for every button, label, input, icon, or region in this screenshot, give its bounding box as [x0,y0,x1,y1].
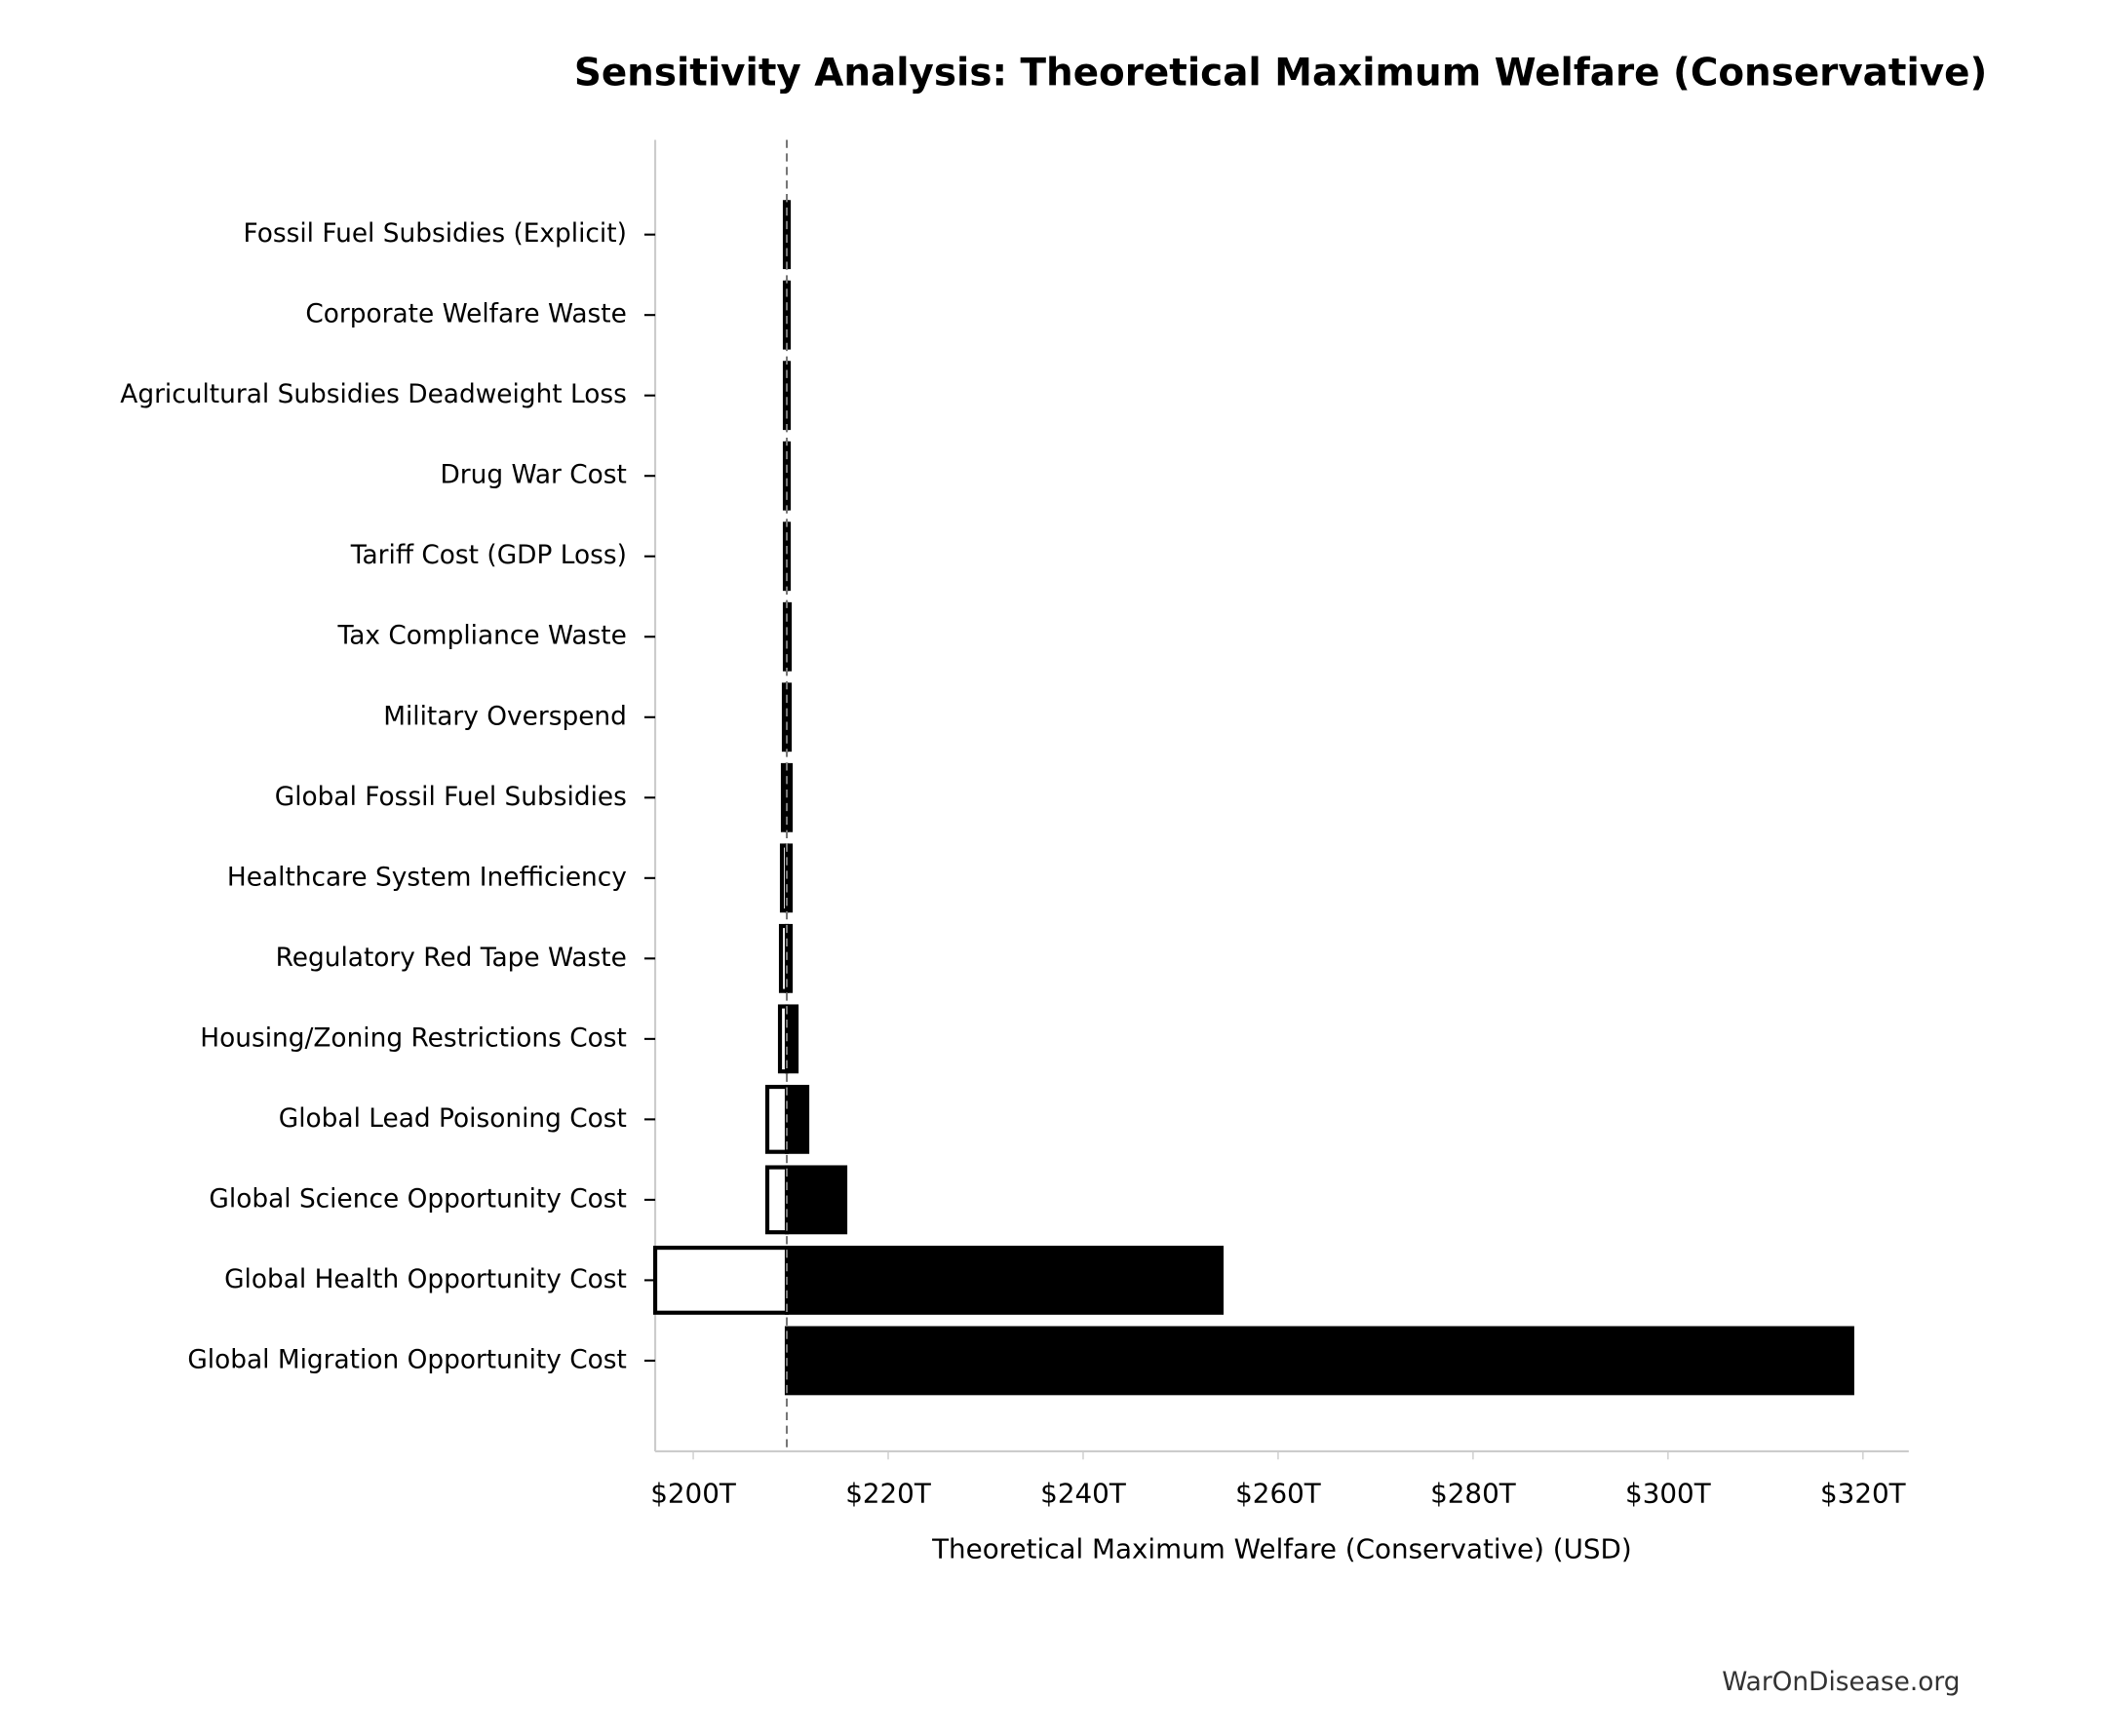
y-tick-label: Tax Compliance Waste [336,622,626,651]
x-tick-label: $320T [1820,1477,1907,1509]
y-tick-label: Global Fossil Fuel Subsidies [275,783,627,812]
y-tick-label: Global Science Opportunity Cost [209,1184,626,1214]
y-tick-label: Regulatory Red Tape Waste [276,944,627,973]
y-tick-label: Drug War Cost [440,461,626,490]
y-tick-label: Agricultural Subsidies Deadweight Loss [120,380,627,409]
low-bar [777,1004,790,1074]
x-tick-label: $260T [1235,1477,1322,1509]
y-tick-label: Healthcare System Inefficiency [227,863,627,892]
high-bar [784,1165,848,1235]
low-bar [652,1245,790,1315]
y-tick-label: Global Lead Poisoning Cost [279,1104,627,1134]
x-tick-label: $300T [1625,1477,1712,1509]
y-tick-label: Housing/Zoning Restrictions Cost [200,1023,627,1053]
y-tick-label: Fossil Fuel Subsidies (Explicit) [243,219,626,249]
watermark: WarOnDisease.org [1722,1668,1960,1697]
high-bar [784,1245,1225,1315]
x-tick-label: $280T [1430,1477,1517,1509]
y-tick-label: Global Health Opportunity Cost [224,1265,627,1294]
high-bar [784,1084,810,1154]
x-tick-label: $200T [650,1477,737,1509]
x-tick-label: $220T [845,1477,932,1509]
low-bar [781,682,790,752]
y-tick-label: Corporate Welfare Waste [305,300,627,329]
x-tick-label: $240T [1040,1477,1127,1509]
high-bar [784,1326,1854,1396]
chart-title: Sensitivity Analysis: Theoretical Maximu… [574,51,1987,95]
y-tick-label: Global Migration Opportunity Cost [187,1345,627,1374]
y-tick-label: Military Overspend [383,702,627,731]
x-axis-label: Theoretical Maximum Welfare (Conservativ… [931,1532,1632,1564]
y-tick-label: Tariff Cost (GDP Loss) [350,541,627,570]
low-bar [764,1165,790,1235]
low-bar [764,1084,790,1154]
